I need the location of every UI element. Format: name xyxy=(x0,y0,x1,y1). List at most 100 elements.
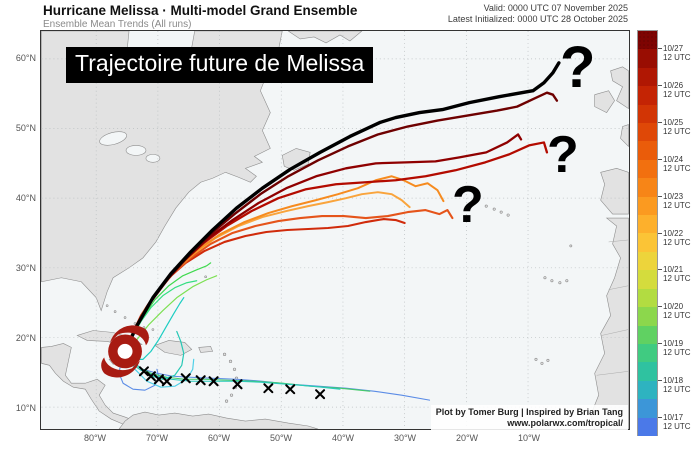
colorbar-tick xyxy=(658,416,662,418)
ensemble-mean-init-1023 xyxy=(124,218,406,353)
land-ireland xyxy=(594,90,615,113)
lat-tick-label: 40°N xyxy=(15,193,36,203)
colorbar-band xyxy=(638,288,657,308)
map-canvas xyxy=(40,30,630,430)
old-run-cyan-curl xyxy=(124,350,195,388)
great-lake xyxy=(125,145,147,156)
lat-tick-label: 30°N xyxy=(15,263,36,273)
colorbar-band xyxy=(638,270,657,289)
overlay-caption: Trajectoire future de Melissa xyxy=(66,47,374,83)
past-track-blue xyxy=(124,350,431,401)
credit-url: www.polarwx.com/tropical/ xyxy=(507,418,623,428)
past-track-green xyxy=(124,350,371,392)
lon-tick-label: 60°W xyxy=(207,433,231,443)
map-svg xyxy=(41,31,629,429)
colorbar-band xyxy=(638,67,657,87)
page-title: Hurricane Melissa · Multi-model Grand En… xyxy=(43,3,358,18)
great-lake xyxy=(99,131,127,146)
colorbar-date-label: 10/17 12 UTC xyxy=(663,412,691,431)
lon-tick-label: 40°W xyxy=(331,433,355,443)
land-great-britain xyxy=(610,66,629,110)
latest-init-time: Latest Initialized: 0000 UTC 28 October … xyxy=(447,14,628,24)
africa-borders xyxy=(596,239,629,376)
land-france xyxy=(620,124,629,148)
ensemble-mean-init-1024a xyxy=(124,209,454,353)
x-marker xyxy=(232,379,243,390)
colorbar-band xyxy=(638,251,657,271)
question-mark: ? xyxy=(547,126,579,184)
colorbar-tick xyxy=(658,379,662,381)
ensemble-mean-init-1028-latest xyxy=(123,61,561,354)
colorbar-band xyxy=(638,325,657,344)
land-puerto-rico xyxy=(198,346,214,353)
lon-tick-label: 80°W xyxy=(83,433,107,443)
land-iberia xyxy=(600,167,629,215)
past-position-markers xyxy=(138,366,326,400)
question-mark: ? xyxy=(560,35,596,100)
x-marker xyxy=(263,383,274,394)
credits-box: Plot by Tomer Burg | Inspired by Brian T… xyxy=(430,405,628,431)
land-africa xyxy=(590,217,629,429)
colorbar-band xyxy=(638,104,657,124)
colorbar-date-label: 10/18 12 UTC xyxy=(663,375,691,394)
colorbar-band xyxy=(638,31,657,50)
colorbar-band xyxy=(638,417,657,436)
colorbar-date-label: 10/22 12 UTC xyxy=(663,228,691,247)
colorbar-tick xyxy=(658,195,662,197)
colorbar-band xyxy=(638,159,657,179)
ensemble-tracks xyxy=(118,61,561,401)
old-run-green-3 xyxy=(126,275,218,354)
colorbar-date-label: 10/20 12 UTC xyxy=(663,302,691,321)
land-hispaniola xyxy=(154,340,193,356)
x-marker xyxy=(145,371,156,382)
x-marker xyxy=(138,366,149,377)
land-arctic-islands xyxy=(287,31,363,44)
colorbar-tick xyxy=(658,122,662,124)
x-marker xyxy=(153,374,164,385)
colorbar-tick xyxy=(658,342,662,344)
land-lesser-antilles xyxy=(222,352,239,403)
lat-tick-label: 50°N xyxy=(15,123,36,133)
x-marker xyxy=(208,376,219,387)
lon-tick-label: 30°W xyxy=(393,433,417,443)
land-bahamas xyxy=(105,275,207,331)
colorbar-band xyxy=(638,233,657,252)
x-marker xyxy=(195,375,206,386)
colorbar-band xyxy=(638,380,657,400)
great-lake xyxy=(145,154,161,163)
colorbar-band xyxy=(638,399,657,418)
colorbar-date-label: 10/21 12 UTC xyxy=(663,265,691,284)
lat-tick-label: 20°N xyxy=(15,333,36,343)
colorbar-band xyxy=(638,215,657,234)
x-marker xyxy=(161,376,172,387)
page-subtitle: Ensemble Mean Trends (All runs) xyxy=(43,19,192,30)
colorbar-tick xyxy=(658,158,662,160)
lon-tick-label: 20°W xyxy=(455,433,479,443)
colorbar-date-label: 10/24 12 UTC xyxy=(663,154,691,173)
valid-time: Valid: 0000 UTC 07 November 2025 xyxy=(483,3,628,13)
colorbar-date-label: 10/23 12 UTC xyxy=(663,191,691,210)
colorbar-band xyxy=(638,178,657,197)
x-marker xyxy=(315,389,326,400)
land-atlantic-islands xyxy=(484,204,573,365)
colorbar-date-label: 10/26 12 UTC xyxy=(663,81,691,100)
colorbar-band xyxy=(638,141,657,160)
colorbar-band xyxy=(638,343,657,363)
validity-info: Valid: 0000 UTC 07 November 2025 Latest … xyxy=(448,3,628,25)
colorbar-tick xyxy=(658,306,662,308)
colorbar-band xyxy=(638,307,657,326)
x-marker xyxy=(180,373,191,384)
credit-authors: Plot by Tomer Burg | Inspired by Brian T… xyxy=(435,407,623,417)
init-date-colorbar xyxy=(637,30,658,436)
colorbar-band xyxy=(638,362,657,381)
colorbar-date-label: 10/19 12 UTC xyxy=(663,338,691,357)
lat-tick-label: 60°N xyxy=(15,53,36,63)
lon-tick-label: 50°W xyxy=(269,433,293,443)
lat-tick-label: 10°N xyxy=(15,403,36,413)
colorbar-date-label: 10/27 12 UTC xyxy=(663,44,691,63)
colorbar-band xyxy=(638,49,657,68)
colorbar-band xyxy=(638,196,657,216)
lon-tick-label: 70°W xyxy=(145,433,169,443)
colorbar-date-label: 10/25 12 UTC xyxy=(663,118,691,137)
land-south-america xyxy=(118,411,319,429)
